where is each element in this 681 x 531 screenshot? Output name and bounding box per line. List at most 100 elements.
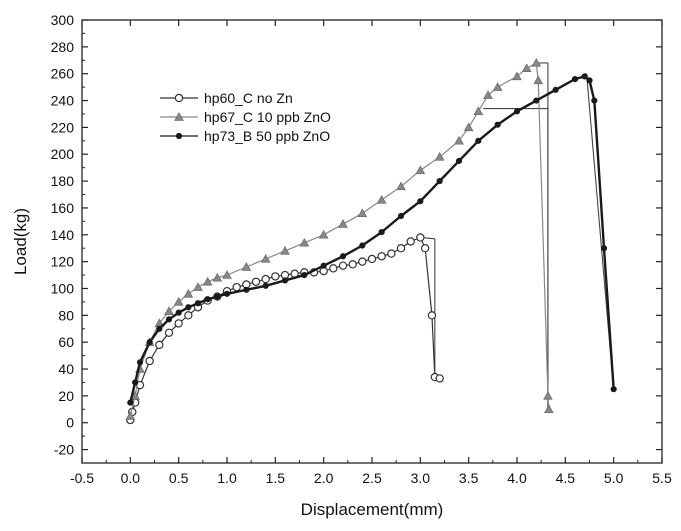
data-point-series-3 — [475, 137, 482, 144]
data-point-series-2 — [415, 165, 426, 175]
data-point-series-3 — [610, 386, 617, 393]
data-point-series-2 — [473, 106, 484, 115]
data-point-series-2 — [521, 63, 532, 73]
data-point-series-3 — [571, 75, 579, 83]
data-point-series-1 — [367, 254, 377, 264]
y-tick-label: 40 — [58, 361, 74, 377]
data-point-series-1 — [271, 272, 280, 281]
data-point-series-3 — [455, 157, 463, 165]
data-point-series-2 — [241, 262, 252, 271]
data-point-series-3 — [262, 282, 269, 289]
data-point-series-2 — [299, 237, 310, 247]
data-point-series-3 — [513, 108, 521, 115]
data-point-series-3 — [156, 325, 163, 332]
data-point-series-3 — [146, 339, 153, 346]
data-point-series-2 — [376, 194, 387, 204]
data-point-series-2 — [531, 58, 542, 67]
data-point-series-3 — [378, 229, 385, 236]
data-point-series-1 — [251, 277, 261, 286]
data-point-series-3 — [214, 293, 221, 300]
data-point-series-3 — [175, 309, 182, 316]
x-tick-label: 4.0 — [507, 470, 527, 486]
data-point-series-2 — [222, 270, 232, 279]
data-point-series-3 — [552, 86, 559, 93]
legend-label-3: hp73_B 50 ppb ZnO — [204, 128, 330, 144]
data-point-series-3 — [494, 121, 501, 128]
x-tick-label: 4.5 — [556, 470, 576, 486]
y-axis-title: Load(kg) — [11, 208, 30, 275]
x-tick-label: 1.5 — [266, 470, 286, 486]
data-point-series-1 — [338, 261, 348, 270]
data-point-series-1 — [232, 282, 241, 292]
data-point-series-2 — [318, 229, 329, 239]
data-point-series-3 — [436, 177, 443, 185]
data-point-series-2 — [280, 245, 290, 255]
y-tick-label: 140 — [51, 227, 75, 243]
x-tick-label: 3.0 — [411, 470, 431, 486]
legend-marker-3 — [175, 132, 183, 140]
data-point-series-3 — [136, 359, 144, 366]
data-point-series-2 — [543, 390, 553, 400]
data-point-series-2 — [260, 254, 271, 263]
legend-label-2: hp67_C 10 ppb ZnO — [204, 109, 331, 125]
y-tick-label: -20 — [54, 442, 74, 458]
y-tick-label: 260 — [51, 66, 75, 82]
data-point-series-2 — [512, 71, 522, 81]
y-tick-label: 100 — [51, 280, 75, 296]
data-point-series-3 — [132, 379, 139, 386]
data-point-series-2 — [454, 135, 464, 145]
x-tick-label: 2.5 — [362, 470, 382, 486]
y-tick-label: 120 — [51, 254, 75, 270]
y-tick-label: 200 — [51, 146, 75, 162]
data-point-series-2 — [125, 411, 136, 420]
data-point-series-1 — [377, 252, 386, 261]
data-point-series-3 — [127, 399, 134, 406]
legend-label-1: hp60_C no Zn — [204, 90, 293, 106]
x-tick-label: 5.0 — [604, 470, 624, 486]
data-point-series-1 — [348, 260, 357, 269]
x-tick-label: 0.5 — [169, 470, 189, 486]
data-point-series-3 — [533, 97, 540, 104]
y-tick-label: 220 — [51, 119, 75, 135]
y-tick-label: 280 — [51, 39, 75, 55]
data-point-series-2 — [483, 90, 493, 99]
data-point-series-3 — [243, 286, 250, 293]
data-point-series-3 — [223, 290, 231, 297]
data-point-series-1 — [435, 374, 444, 383]
data-point-series-3 — [204, 296, 211, 303]
data-point-series-2 — [544, 404, 554, 414]
data-point-series-3 — [194, 300, 202, 307]
data-point-series-1 — [416, 233, 425, 242]
y-tick-label: 80 — [58, 307, 74, 323]
data-point-series-2 — [533, 75, 544, 85]
data-point-series-1 — [164, 328, 174, 337]
data-point-series-1 — [155, 340, 164, 350]
x-tick-label: 2.0 — [314, 470, 334, 486]
y-tick-label: 180 — [51, 173, 75, 189]
y-tick-label: 0 — [66, 415, 74, 431]
y-tick-label: 160 — [51, 200, 75, 216]
data-point-series-3 — [586, 77, 593, 84]
data-point-series-2 — [492, 82, 503, 91]
data-point-series-3 — [591, 97, 598, 104]
data-point-series-2 — [202, 276, 213, 286]
data-point-series-2 — [183, 288, 194, 298]
data-point-series-3 — [165, 316, 173, 323]
data-point-series-2 — [396, 181, 406, 191]
data-point-series-1 — [261, 274, 270, 284]
y-tick-label: 300 — [51, 12, 75, 28]
x-tick-label: 0.0 — [121, 470, 141, 486]
data-point-series-2 — [434, 152, 445, 161]
data-point-series-1 — [396, 244, 406, 253]
data-point-series-2 — [164, 306, 174, 316]
legend-marker-2 — [174, 112, 184, 121]
series-line-1 — [129, 236, 440, 421]
data-point-series-2 — [173, 296, 184, 306]
data-point-series-1 — [174, 319, 183, 328]
data-point-series-1 — [406, 237, 415, 246]
x-tick-label: 5.5 — [652, 470, 672, 486]
data-point-series-3 — [600, 245, 608, 252]
data-point-series-2 — [357, 208, 368, 218]
